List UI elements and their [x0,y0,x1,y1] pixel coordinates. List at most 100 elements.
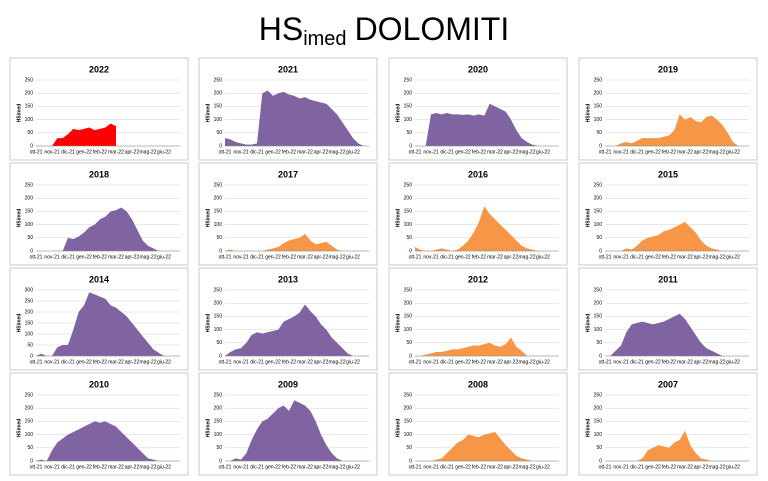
y-tick-label: 250 [594,77,603,83]
x-tick-label: gen-22 [265,149,281,155]
y-axis-label: HSimed [16,419,22,438]
y-tick-label: 200 [214,196,223,202]
snow-area [605,114,744,146]
x-tick-label: ott-21 [409,149,422,155]
x-tick-label: mar-22 [487,149,503,155]
y-tick-label: 0 [409,458,412,464]
small-chart: 2018 HSimed 0 50 100 150 200 250 ott-21 nov-21 dic… [9,162,189,266]
x-tick-label: mag-22 [329,359,346,365]
x-tick-label: apr-22 [314,254,329,260]
x-tick-label: mag-22 [329,149,346,155]
x-tick-label: mar-22 [487,464,503,470]
y-tick-label: 100 [594,327,603,333]
x-tick-label: feb-22 [93,464,107,470]
y-tick-label: 150 [214,209,223,215]
x-tick-label: ott-21 [30,254,43,260]
y-tick-label: 0 [409,143,412,149]
x-tick-label: nov-21 [44,149,60,155]
y-axis-label: HSimed [585,419,591,438]
y-axis-label: HSimed [395,104,401,123]
x-tick-label: feb-22 [93,254,107,260]
y-tick-label: 200 [594,196,603,202]
x-tick-label: ott-21 [219,359,232,365]
x-tick-label: giu-22 [726,149,740,155]
y-axis-label: HSimed [585,104,591,123]
y-axis-label: HSimed [205,419,211,438]
x-tick-label: gen-22 [265,359,281,365]
x-tick-label: gen-22 [76,149,92,155]
x-tick-label: mag-22 [329,254,346,260]
y-tick-label: 200 [594,301,603,307]
y-tick-label: 50 [596,130,602,136]
y-tick-label: 50 [27,235,33,241]
x-tick-label: feb-22 [662,149,676,155]
x-tick-label: mar-22 [297,149,313,155]
x-tick-label: apr-22 [504,254,519,260]
snow-area [415,206,554,251]
x-tick-label: feb-22 [282,464,296,470]
y-tick-label: 150 [404,314,413,320]
x-tick-label: apr-22 [694,149,709,155]
x-tick-label: gen-22 [455,359,471,365]
x-tick-label: nov-21 [233,149,249,155]
y-tick-label: 100 [404,222,413,228]
x-tick-label: giu-22 [346,359,360,365]
x-tick-label: ott-21 [599,464,612,470]
y-tick-label: 250 [594,287,603,293]
chart-title: 2014 [89,274,109,284]
y-tick-label: 200 [404,301,413,307]
x-tick-label: nov-21 [233,359,249,365]
y-axis-label: HSimed [205,209,211,228]
x-tick-label: gen-22 [645,359,661,365]
y-tick-label: 100 [25,222,34,228]
y-tick-label: 150 [25,209,34,215]
y-tick-label: 0 [30,143,33,149]
y-axis-label: HSimed [395,419,401,438]
x-tick-label: nov-21 [44,254,60,260]
x-tick-label: feb-22 [662,254,676,260]
snow-area [36,123,116,146]
x-tick-label: gen-22 [265,464,281,470]
x-tick-label: gen-22 [265,254,281,260]
x-tick-label: apr-22 [504,149,519,155]
x-tick-label: mag-22 [519,464,536,470]
x-tick-label: gen-22 [645,149,661,155]
y-tick-label: 250 [404,392,413,398]
y-tick-label: 50 [27,445,33,451]
x-tick-label: apr-22 [314,359,329,365]
y-tick-label: 150 [594,419,603,425]
x-tick-label: dic-21 [250,359,264,365]
x-tick-label: nov-21 [44,359,60,365]
y-tick-label: 100 [594,117,603,123]
x-tick-label: apr-22 [125,254,140,260]
y-tick-label: 0 [219,458,222,464]
chart-title: 2012 [468,274,488,284]
y-tick-label: 50 [216,445,222,451]
y-tick-label: 200 [594,406,603,412]
y-tick-label: 100 [25,117,34,123]
snow-area [36,207,175,251]
x-tick-label: mag-22 [140,464,157,470]
y-tick-label: 100 [404,327,413,333]
y-tick-label: 150 [214,104,223,110]
x-tick-label: nov-21 [44,464,60,470]
x-tick-label: mar-22 [677,149,693,155]
y-tick-label: 100 [404,432,413,438]
y-tick-label: 0 [30,458,33,464]
small-chart: 2014 HSimed 0 50 100 150 200 250 300 ott-21 nov-21… [9,267,189,371]
y-tick-label: 250 [594,182,603,188]
snow-area [605,313,744,356]
x-tick-label: dic-21 [440,149,454,155]
y-tick-label: 250 [404,77,413,83]
x-tick-label: dic-21 [250,254,264,260]
x-tick-label: giu-22 [157,149,171,155]
x-tick-label: mag-22 [329,464,346,470]
x-tick-label: mag-22 [519,149,536,155]
x-tick-label: dic-21 [61,464,75,470]
title-sub: imed [303,28,346,50]
y-tick-label: 200 [404,406,413,412]
x-tick-label: gen-22 [76,464,92,470]
x-tick-label: mar-22 [487,254,503,260]
y-tick-label: 0 [599,353,602,359]
small-chart: 2015 HSimed 0 50 100 150 200 250 ott-21 nov-21 dic… [578,162,758,266]
